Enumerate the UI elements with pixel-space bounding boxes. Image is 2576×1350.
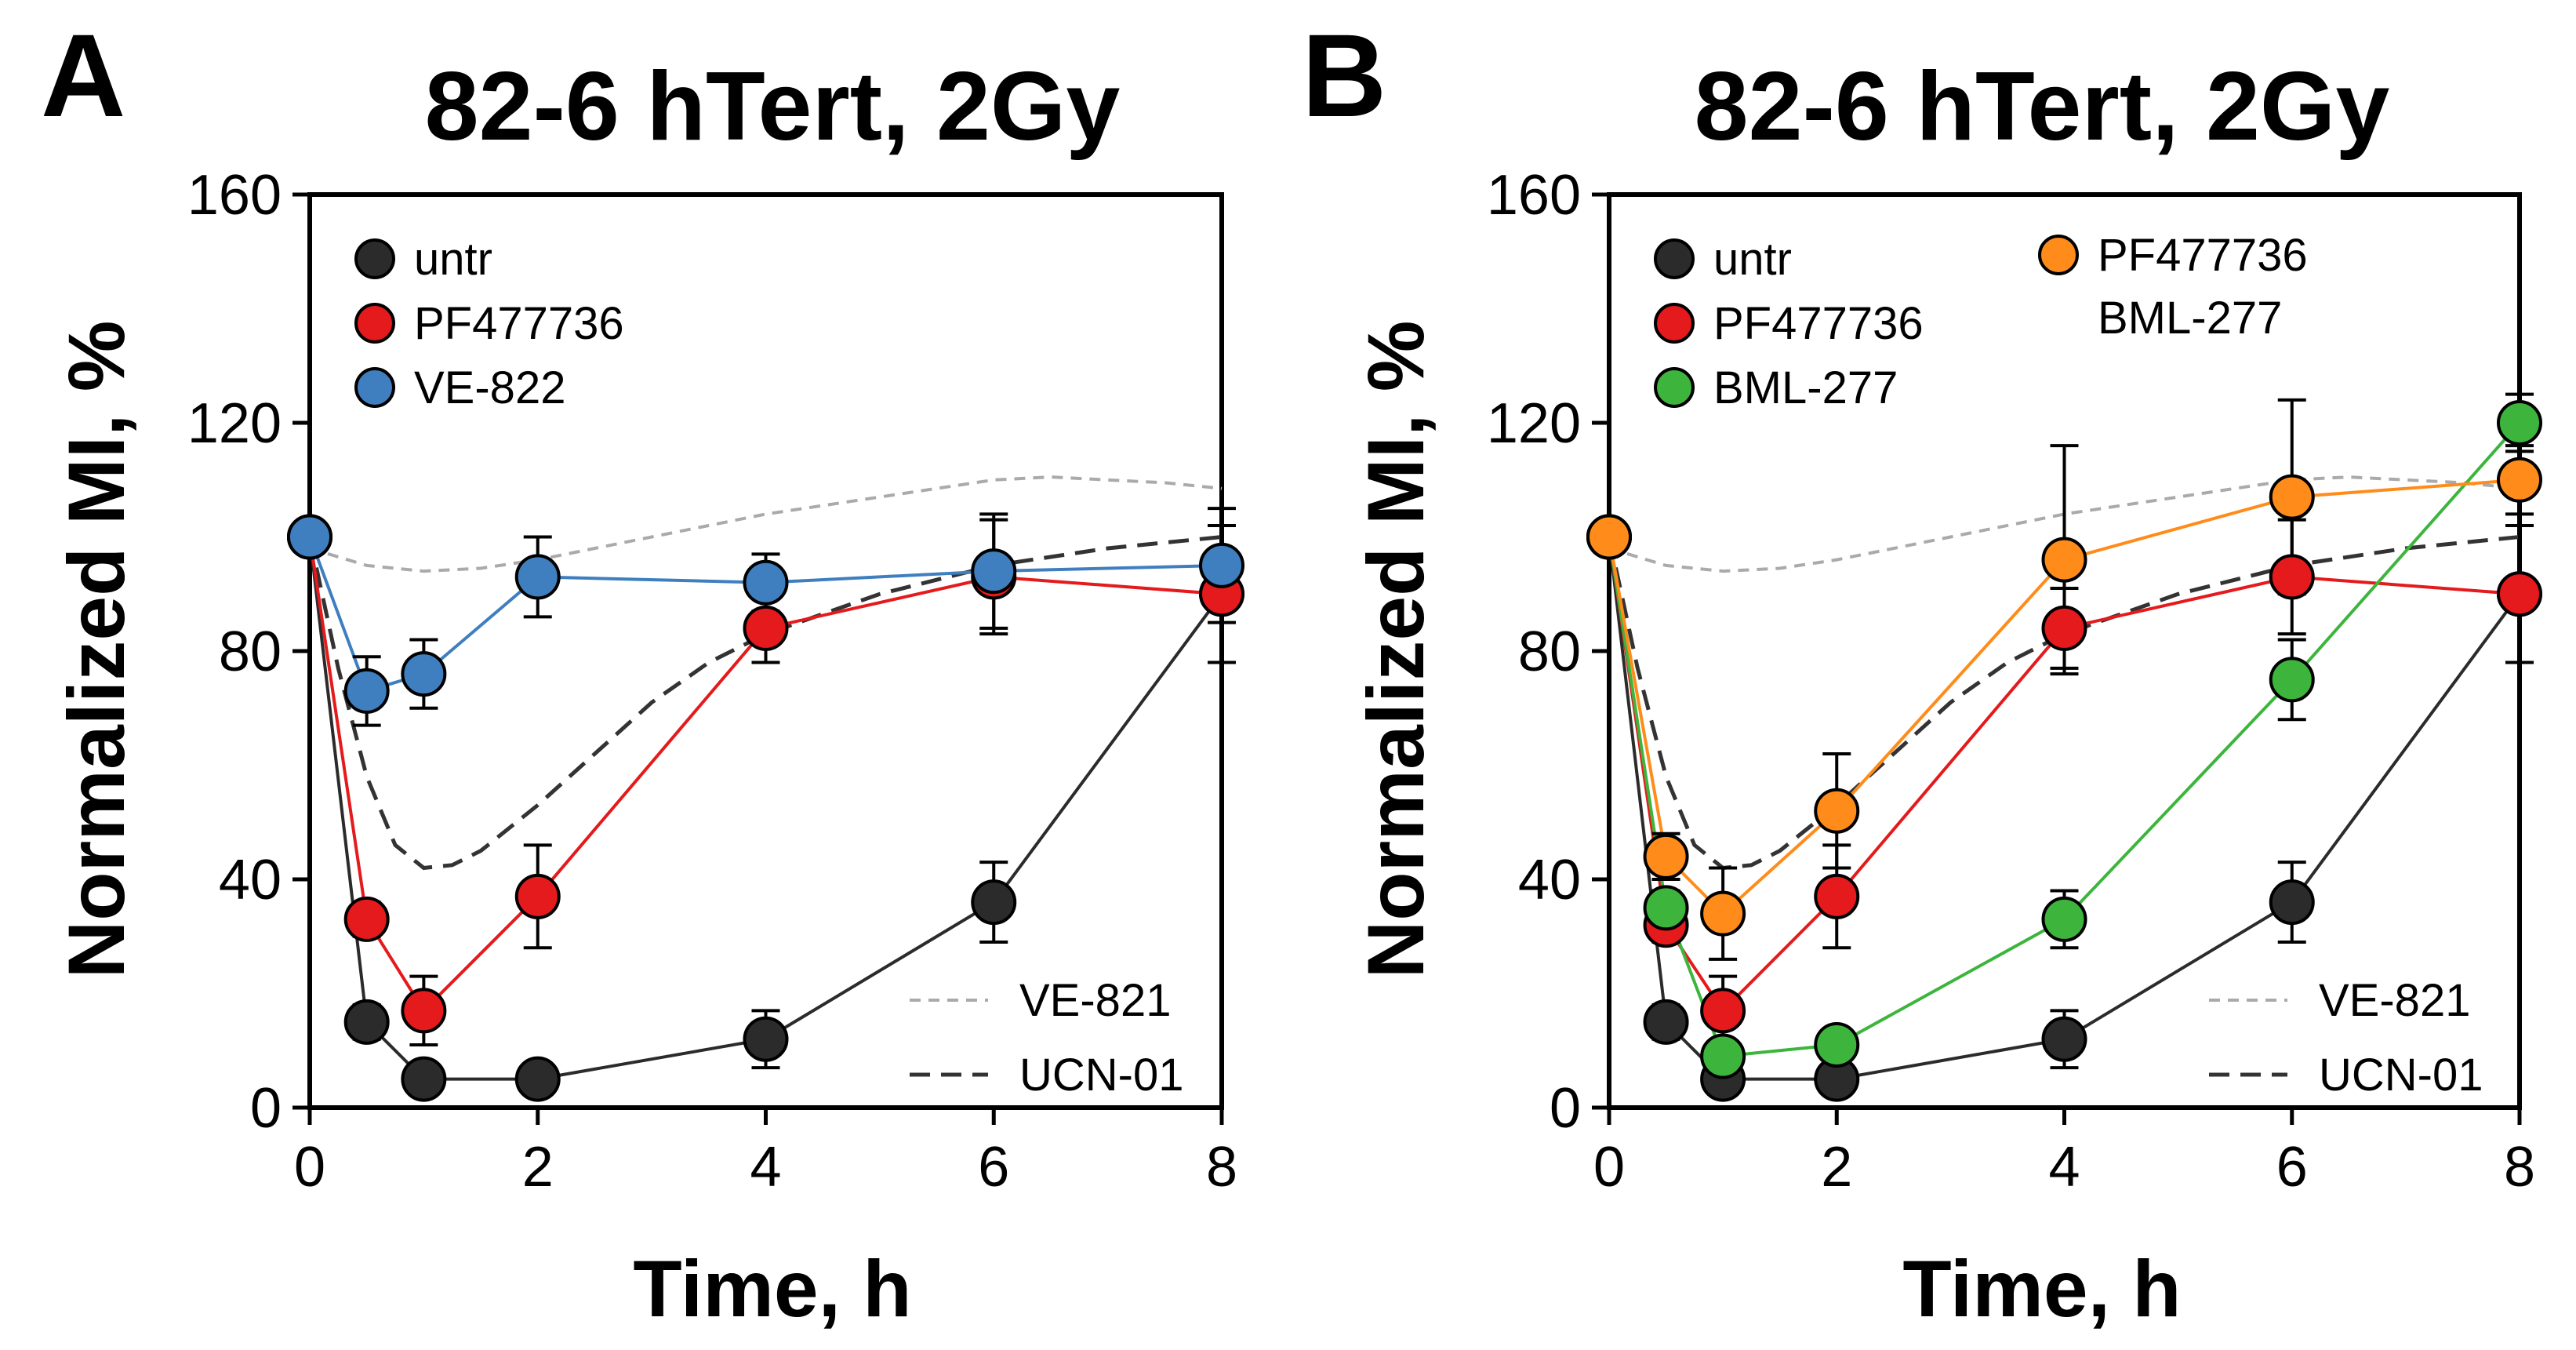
panel-b-point-pf477736 — [2497, 571, 2542, 617]
panel-a-x-axis-title: Time, h — [633, 1244, 911, 1334]
panel-b-y-tick-label: 0 — [1550, 1077, 1581, 1140]
panel-b-point-pf477736 — [1700, 988, 1746, 1034]
panel-a-point-ve-822 — [401, 651, 447, 697]
panel-b-title: 82-6 hTert, 2Gy — [1695, 53, 2390, 161]
panel-a-y-tick-label: 80 — [219, 620, 282, 683]
panel-a-point-pf477736 — [514, 873, 561, 919]
panel-a-y-tick-label: 120 — [187, 392, 282, 455]
panel-b-y-tick-label: 40 — [1518, 849, 1581, 912]
panel-b-ref-curve-ve-821 — [1608, 475, 2520, 573]
panel-a-x-tick-label: 2 — [522, 1136, 554, 1199]
panel-a-legend-label-untr: untr — [414, 234, 492, 285]
panel-a-point-untr — [343, 999, 390, 1045]
panel-a-point-pf477736 — [343, 896, 390, 942]
panel-b-x-tick-label: 2 — [1821, 1136, 1852, 1199]
panel-b-point-pf477736-bml-277 — [2269, 474, 2315, 520]
panel-a-point-ve-822 — [287, 514, 332, 560]
panel-a-point-ve-822 — [1199, 542, 1244, 588]
panel-b-legend-label-pf477736: PF477736 — [1713, 298, 1924, 349]
panel-a-point-ve-822 — [514, 554, 561, 600]
panel-a-legend-marker-untr — [354, 238, 395, 279]
panel-b-point-pf477736 — [1814, 873, 1860, 919]
panel-b-point-pf477736-bml-277 — [1643, 833, 1689, 879]
panel-b-y-tick-label: 80 — [1518, 620, 1581, 683]
panel-a-x-tick-label: 6 — [978, 1136, 1009, 1199]
panel-b-y-tick-label: 120 — [1487, 392, 1581, 455]
panel-a-plot: 0 40 80 120 160 0 2 4 6 8 untr PF477736 VE-822 VE-821… — [187, 164, 1244, 1199]
panel-b-legend-marker-bml-277 — [1654, 367, 1695, 408]
panel-b-legend-marker-pf477736-bml-277 — [2038, 235, 2079, 275]
panel-b-point-pf477736-bml-277 — [2041, 537, 2087, 583]
panel-b-plot: 0 40 80 120 160 0 2 4 6 8 untr PF477736 BML-277 PF477… — [1487, 164, 2542, 1199]
panel-b-legend-label-untr: untr — [1713, 234, 1792, 285]
panel-a-ref-curve-ve-821 — [309, 475, 1223, 573]
panel-a-x-tick-label: 0 — [294, 1136, 325, 1199]
panel-b-x-tick-label: 8 — [2504, 1136, 2535, 1199]
panel-a-point-untr — [514, 1056, 561, 1102]
panel-a-point-ve-822 — [971, 548, 1017, 595]
panel-a-x-tick-label: 8 — [1206, 1136, 1237, 1199]
panel-b-x-tick-label: 6 — [2276, 1136, 2308, 1199]
panel-b-y-tick-label: 160 — [1487, 164, 1581, 227]
panel-b-point-bml-277 — [1814, 1021, 1860, 1068]
panel-b-x-axis-title: Time, h — [1902, 1244, 2181, 1334]
panel-a-title: 82-6 hTert, 2Gy — [425, 53, 1121, 161]
panel-a-y-tick-label: 160 — [187, 164, 282, 227]
panel-b-point-pf477736-bml-277 — [1586, 514, 1632, 560]
panel-b-point-untr — [2269, 879, 2315, 926]
panel-b-point-pf477736-bml-277 — [1814, 788, 1860, 834]
panel-b-point-untr — [1643, 999, 1689, 1045]
panel-a-legend-marker-pf477736 — [354, 303, 395, 344]
panel-b-letter: B — [1302, 9, 1386, 141]
panel-a-point-ve-822 — [743, 559, 789, 606]
panel-b-legend-label-pf477736-bml-277: PF477736 — [2098, 230, 2308, 281]
panel-b-point-bml-277 — [2269, 657, 2315, 703]
panel-b-point-pf477736 — [2041, 605, 2087, 651]
panel-b-y-axis-title: Normalized MI, % — [1351, 321, 1441, 979]
panel-b-point-pf477736-bml-277 — [1700, 890, 1746, 937]
panel-a-point-pf477736 — [743, 605, 789, 651]
panel-b-legend-marker-untr — [1654, 238, 1695, 279]
panel-a-legend-label-pf477736: PF477736 — [414, 298, 624, 349]
panel-b-ref-legend-label-ucn-01: UCN-01 — [2319, 1050, 2483, 1101]
panel-a-legend-marker-ve-822 — [354, 367, 395, 408]
panel-b-point-pf477736-bml-277 — [2497, 457, 2542, 503]
panel-b-point-bml-277 — [1700, 1033, 1746, 1079]
panel-b-ref-legend-label-ve-821: VE-821 — [2319, 975, 2470, 1026]
panel-b-point-untr — [2041, 1016, 2087, 1062]
panel-a-point-ve-822 — [343, 668, 390, 714]
panel-b-ref-curve-ucn-01 — [1607, 535, 2520, 871]
panel-b-x-tick-label: 0 — [1593, 1136, 1625, 1199]
panel-b-legend-label-bml-277: BML-277 — [1713, 362, 1898, 413]
panel-b-legend-marker-pf477736 — [1654, 303, 1695, 344]
panel-a-y-tick-label: 40 — [219, 849, 282, 912]
panel-a-legend-label-ve-822: VE-822 — [414, 362, 565, 413]
panel-a-y-axis-title: Normalized MI, % — [52, 321, 141, 979]
panel-a-ref-legend-label-ucn-01: UCN-01 — [1019, 1050, 1184, 1101]
panel-a-x-tick-label: 4 — [750, 1136, 781, 1199]
panel-a-letter: A — [41, 9, 125, 141]
panel-b-point-bml-277 — [1643, 885, 1689, 931]
panel-b-legend-label-pf477736-bml-277: BML-277 — [2098, 293, 2282, 344]
panel-a-ref-legend-label-ve-821: VE-821 — [1019, 975, 1171, 1026]
panel-b-point-bml-277 — [2497, 400, 2542, 446]
panel-a-point-pf477736 — [401, 988, 447, 1034]
panel-a-point-untr — [743, 1016, 789, 1062]
panel-a-point-untr — [401, 1056, 447, 1102]
panel-b-point-bml-277 — [2041, 896, 2087, 942]
panel-a-y-tick-label: 0 — [250, 1077, 282, 1140]
panel-a-point-untr — [971, 879, 1017, 926]
panel-b-x-tick-label: 4 — [2048, 1136, 2080, 1199]
panel-a-ref-curve-ucn-01 — [307, 535, 1223, 871]
panel-b-point-pf477736 — [2269, 554, 2315, 600]
